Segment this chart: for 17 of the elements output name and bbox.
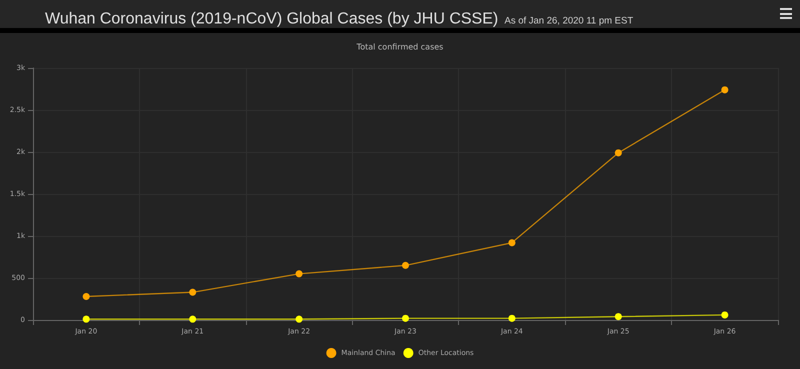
point [82, 292, 90, 300]
point [189, 288, 196, 296]
point [296, 270, 303, 278]
point [614, 149, 622, 156]
point [614, 313, 622, 320]
point [721, 311, 728, 318]
point [189, 316, 196, 323]
chart-subtitle: As of Jan 26, 2020 11 pm EST [504, 16, 634, 26]
point [296, 316, 303, 323]
point [82, 316, 90, 323]
point [508, 314, 516, 322]
point [721, 86, 728, 94]
chart-title: Wuhan Coronavirus (2019-nCoV) Global Cases (by JHU CSSE) [45, 10, 498, 28]
point [508, 239, 516, 246]
point [402, 262, 409, 269]
text: Total confirmed cases [356, 42, 444, 52]
point [402, 314, 409, 322]
